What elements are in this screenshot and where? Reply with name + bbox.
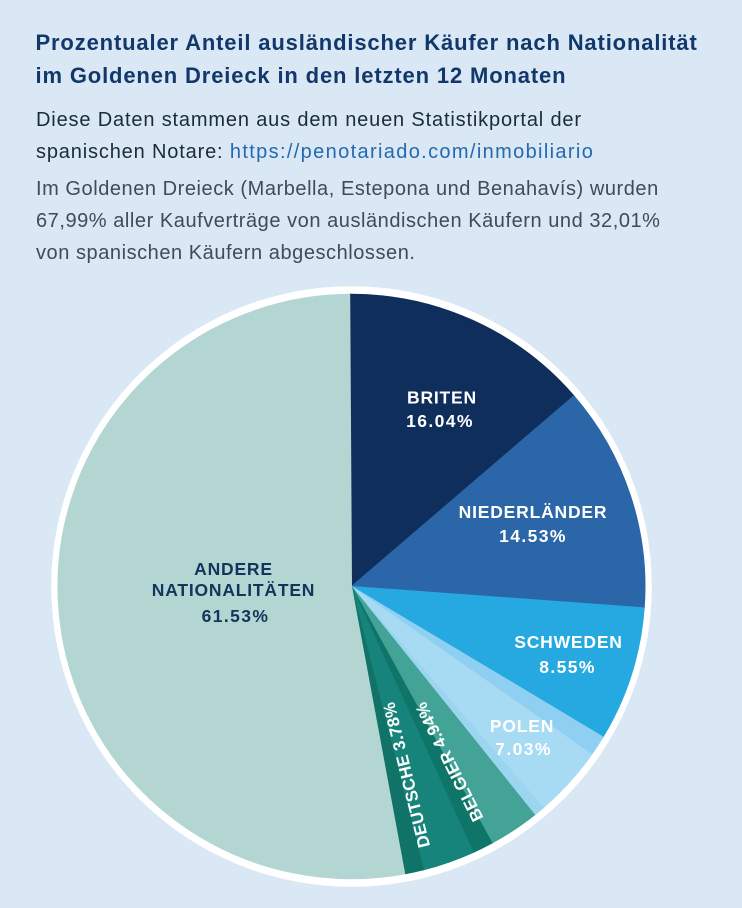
svg-text:BRITEN: BRITEN: [407, 388, 477, 408]
svg-text:ANDERE: ANDERE: [194, 559, 273, 579]
svg-text:16.04%: 16.04%: [406, 411, 474, 431]
svg-text:SCHWEDEN: SCHWEDEN: [514, 632, 623, 652]
svg-text:14.53%: 14.53%: [499, 526, 567, 546]
svg-text:NATIONALITÄTEN: NATIONALITÄTEN: [152, 580, 316, 600]
svg-text:POLEN: POLEN: [490, 716, 554, 736]
svg-text:7.03%: 7.03%: [495, 739, 552, 759]
svg-text:61.53%: 61.53%: [202, 606, 270, 626]
svg-text:8.55%: 8.55%: [539, 657, 596, 677]
svg-text:NIEDERLÄNDER: NIEDERLÄNDER: [459, 502, 608, 522]
